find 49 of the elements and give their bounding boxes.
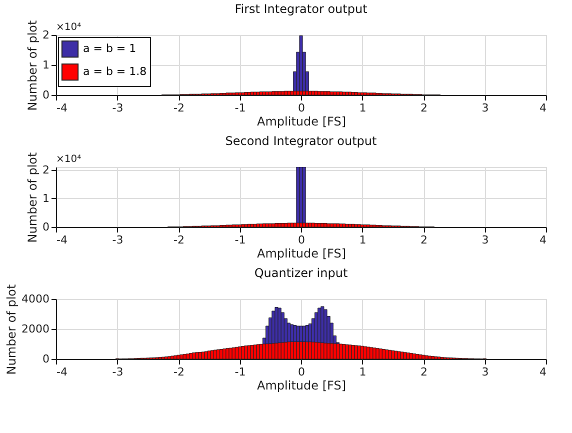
x-axis-title: Amplitude [FS] — [257, 378, 346, 392]
x-tick-label: 1 — [359, 234, 366, 246]
x-tick-label: -2 — [174, 366, 184, 378]
y-tick-label: 0 — [42, 352, 50, 366]
x-tick-label: -1 — [234, 234, 246, 246]
chart-title: Second Integrator output — [225, 134, 378, 148]
chart-title: First Integrator output — [234, 2, 368, 16]
x-tick-label: 0 — [298, 234, 305, 246]
text: ×10⁴ — [56, 154, 82, 165]
y-tick-label: 2 — [42, 163, 50, 176]
x-tick-label: 4 — [540, 234, 546, 246]
y-tick-label: 0 — [42, 220, 50, 234]
x-tick-label: 2 — [420, 366, 428, 378]
x-tick-label: 3 — [482, 366, 489, 378]
x-tick-label: 2 — [420, 234, 428, 246]
legend-label: a = b = 1.8 — [83, 65, 147, 78]
x-tick-label: -4 — [56, 102, 68, 114]
text: ×10⁴ — [56, 22, 82, 33]
x-tick-label: 1 — [359, 366, 366, 378]
x-tick-label: -2 — [174, 102, 184, 114]
chart-title: Quantizer input — [254, 266, 348, 280]
x-axis-title: Amplitude [FS] — [257, 246, 346, 260]
x-tick-label: -3 — [112, 366, 124, 378]
x-tick-label: -3 — [112, 234, 124, 246]
y-tick-label: 1 — [42, 58, 50, 72]
x-tick-label: 3 — [482, 102, 489, 114]
x-tick-label: -1 — [234, 102, 246, 114]
x-tick-label: -3 — [112, 102, 124, 114]
y-axis-title: Number of plot — [26, 20, 40, 111]
y-axis-title: Number of plot — [26, 152, 40, 243]
x-tick-label: 1 — [359, 102, 366, 114]
x-tick-label: -2 — [174, 234, 184, 246]
y-tick-label: 4000 — [22, 292, 50, 306]
x-tick-label: 4 — [540, 102, 546, 114]
x-tick-label: -4 — [56, 366, 68, 378]
y-tick-label: 2000 — [22, 322, 50, 336]
y-tick-label: 0 — [42, 88, 50, 102]
y-tick-label: 2 — [42, 28, 50, 42]
x-tick-label: 2 — [420, 102, 428, 114]
x-tick-label: 0 — [298, 366, 305, 378]
x-axis-title: Amplitude [FS] — [257, 114, 346, 128]
legend-label: a = b = 1 — [83, 42, 136, 55]
x-tick-label: -4 — [56, 234, 68, 246]
x-tick-label: 0 — [298, 102, 305, 114]
x-tick-label: -1 — [234, 366, 246, 378]
x-tick-label: 4 — [540, 366, 546, 378]
y-tick-label: 1 — [42, 192, 50, 205]
y-axis-title: Number of plot — [4, 284, 19, 375]
x-tick-label: 3 — [482, 234, 489, 246]
